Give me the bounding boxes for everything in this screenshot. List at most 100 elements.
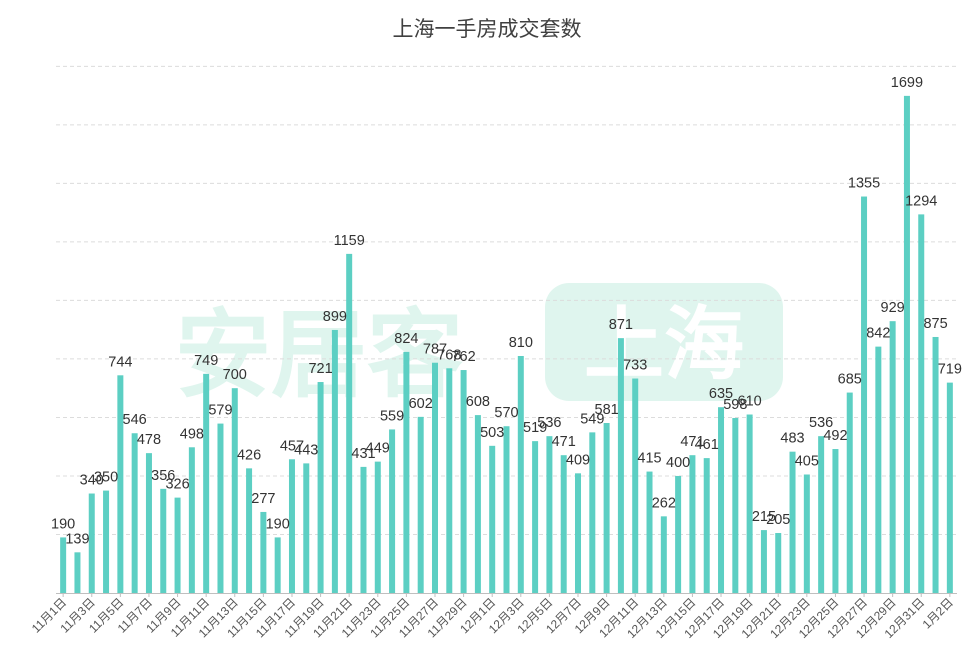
bar xyxy=(732,418,739,593)
data-label: 409 xyxy=(566,452,590,468)
data-label: 503 xyxy=(480,425,504,441)
data-label: 340 xyxy=(80,473,104,489)
bar xyxy=(589,432,596,593)
bars-group xyxy=(60,95,953,594)
bar xyxy=(117,375,124,593)
data-label: 215 xyxy=(752,509,776,525)
bar xyxy=(803,474,810,593)
data-label: 400 xyxy=(666,455,690,471)
data-label: 899 xyxy=(323,309,347,325)
data-label: 139 xyxy=(65,531,89,547)
data-label: 483 xyxy=(780,431,804,447)
bar xyxy=(389,429,396,593)
bar xyxy=(246,468,253,593)
data-label: 768 xyxy=(437,347,461,363)
data-label: 498 xyxy=(180,426,204,442)
bar xyxy=(746,414,753,593)
data-label: 405 xyxy=(795,453,819,469)
chart-title: 上海一手房成交套数 xyxy=(393,17,582,41)
bar xyxy=(846,392,853,593)
data-label: 749 xyxy=(194,353,218,369)
data-label: 635 xyxy=(709,386,733,402)
data-label: 570 xyxy=(494,405,518,421)
data-label: 824 xyxy=(394,331,418,347)
bar xyxy=(331,329,338,593)
bar xyxy=(288,459,295,593)
bar xyxy=(317,382,324,593)
bar xyxy=(532,441,539,593)
data-label: 471 xyxy=(552,434,576,450)
bar xyxy=(145,453,152,593)
bar xyxy=(560,455,567,593)
bar xyxy=(131,433,138,593)
data-label: 431 xyxy=(351,446,375,462)
bar xyxy=(660,516,667,593)
bar xyxy=(403,351,410,593)
data-label: 262 xyxy=(652,495,676,511)
bar xyxy=(875,346,882,593)
data-label: 559 xyxy=(380,408,404,424)
bar xyxy=(646,471,653,593)
bar xyxy=(60,537,67,593)
data-label: 426 xyxy=(237,447,261,463)
data-label: 326 xyxy=(165,477,189,493)
bar xyxy=(417,416,424,593)
bar xyxy=(703,458,710,593)
data-label: 471 xyxy=(680,434,704,450)
x-axis: 11月1日11月3日11月5日11月7日11月9日11月11日11月13日11月… xyxy=(29,593,957,641)
data-label: 608 xyxy=(466,394,490,410)
data-label: 536 xyxy=(809,415,833,431)
data-label: 478 xyxy=(137,432,161,448)
data-label: 842 xyxy=(866,326,890,342)
bar xyxy=(517,355,524,593)
data-label: 277 xyxy=(251,491,275,507)
value-labels-group: 1901393403507445464783563264987495797004… xyxy=(51,75,962,547)
bar xyxy=(446,368,453,593)
bar xyxy=(203,373,210,593)
data-label: 519 xyxy=(523,420,547,436)
data-label: 1355 xyxy=(848,176,880,192)
bar xyxy=(932,336,939,593)
bar xyxy=(231,388,238,593)
watermark: 安居客 上海 xyxy=(175,283,783,411)
data-label: 610 xyxy=(738,394,762,410)
data-label: 443 xyxy=(294,442,318,458)
data-label: 579 xyxy=(208,403,232,419)
data-label: 1699 xyxy=(891,75,923,91)
bar xyxy=(546,436,553,593)
data-label: 457 xyxy=(280,438,304,454)
data-label: 875 xyxy=(923,316,947,332)
bar xyxy=(818,436,825,593)
bar xyxy=(503,426,510,593)
data-label: 356 xyxy=(151,468,175,484)
bar xyxy=(260,511,267,593)
watermark-badge-text: 上海 xyxy=(584,298,744,391)
bar xyxy=(217,423,224,593)
bar xyxy=(675,475,682,593)
bar xyxy=(103,490,110,593)
bar xyxy=(74,552,81,593)
bar xyxy=(474,415,481,593)
bar xyxy=(489,445,496,593)
data-label: 602 xyxy=(409,396,433,412)
data-label: 581 xyxy=(595,402,619,418)
data-label: 810 xyxy=(509,335,533,351)
data-label: 1294 xyxy=(905,193,937,209)
data-label: 721 xyxy=(308,361,332,377)
data-label: 190 xyxy=(266,516,290,532)
bar xyxy=(460,370,467,593)
bar xyxy=(575,473,582,593)
bar xyxy=(903,95,910,594)
data-label: 598 xyxy=(723,397,747,413)
watermark-badge xyxy=(545,283,783,401)
bar xyxy=(374,461,381,593)
data-label: 871 xyxy=(609,317,633,333)
data-label: 350 xyxy=(94,470,118,486)
bar xyxy=(174,497,181,593)
data-label: 546 xyxy=(123,412,147,428)
bar xyxy=(632,378,639,593)
bar xyxy=(718,407,725,593)
bar xyxy=(360,466,367,593)
